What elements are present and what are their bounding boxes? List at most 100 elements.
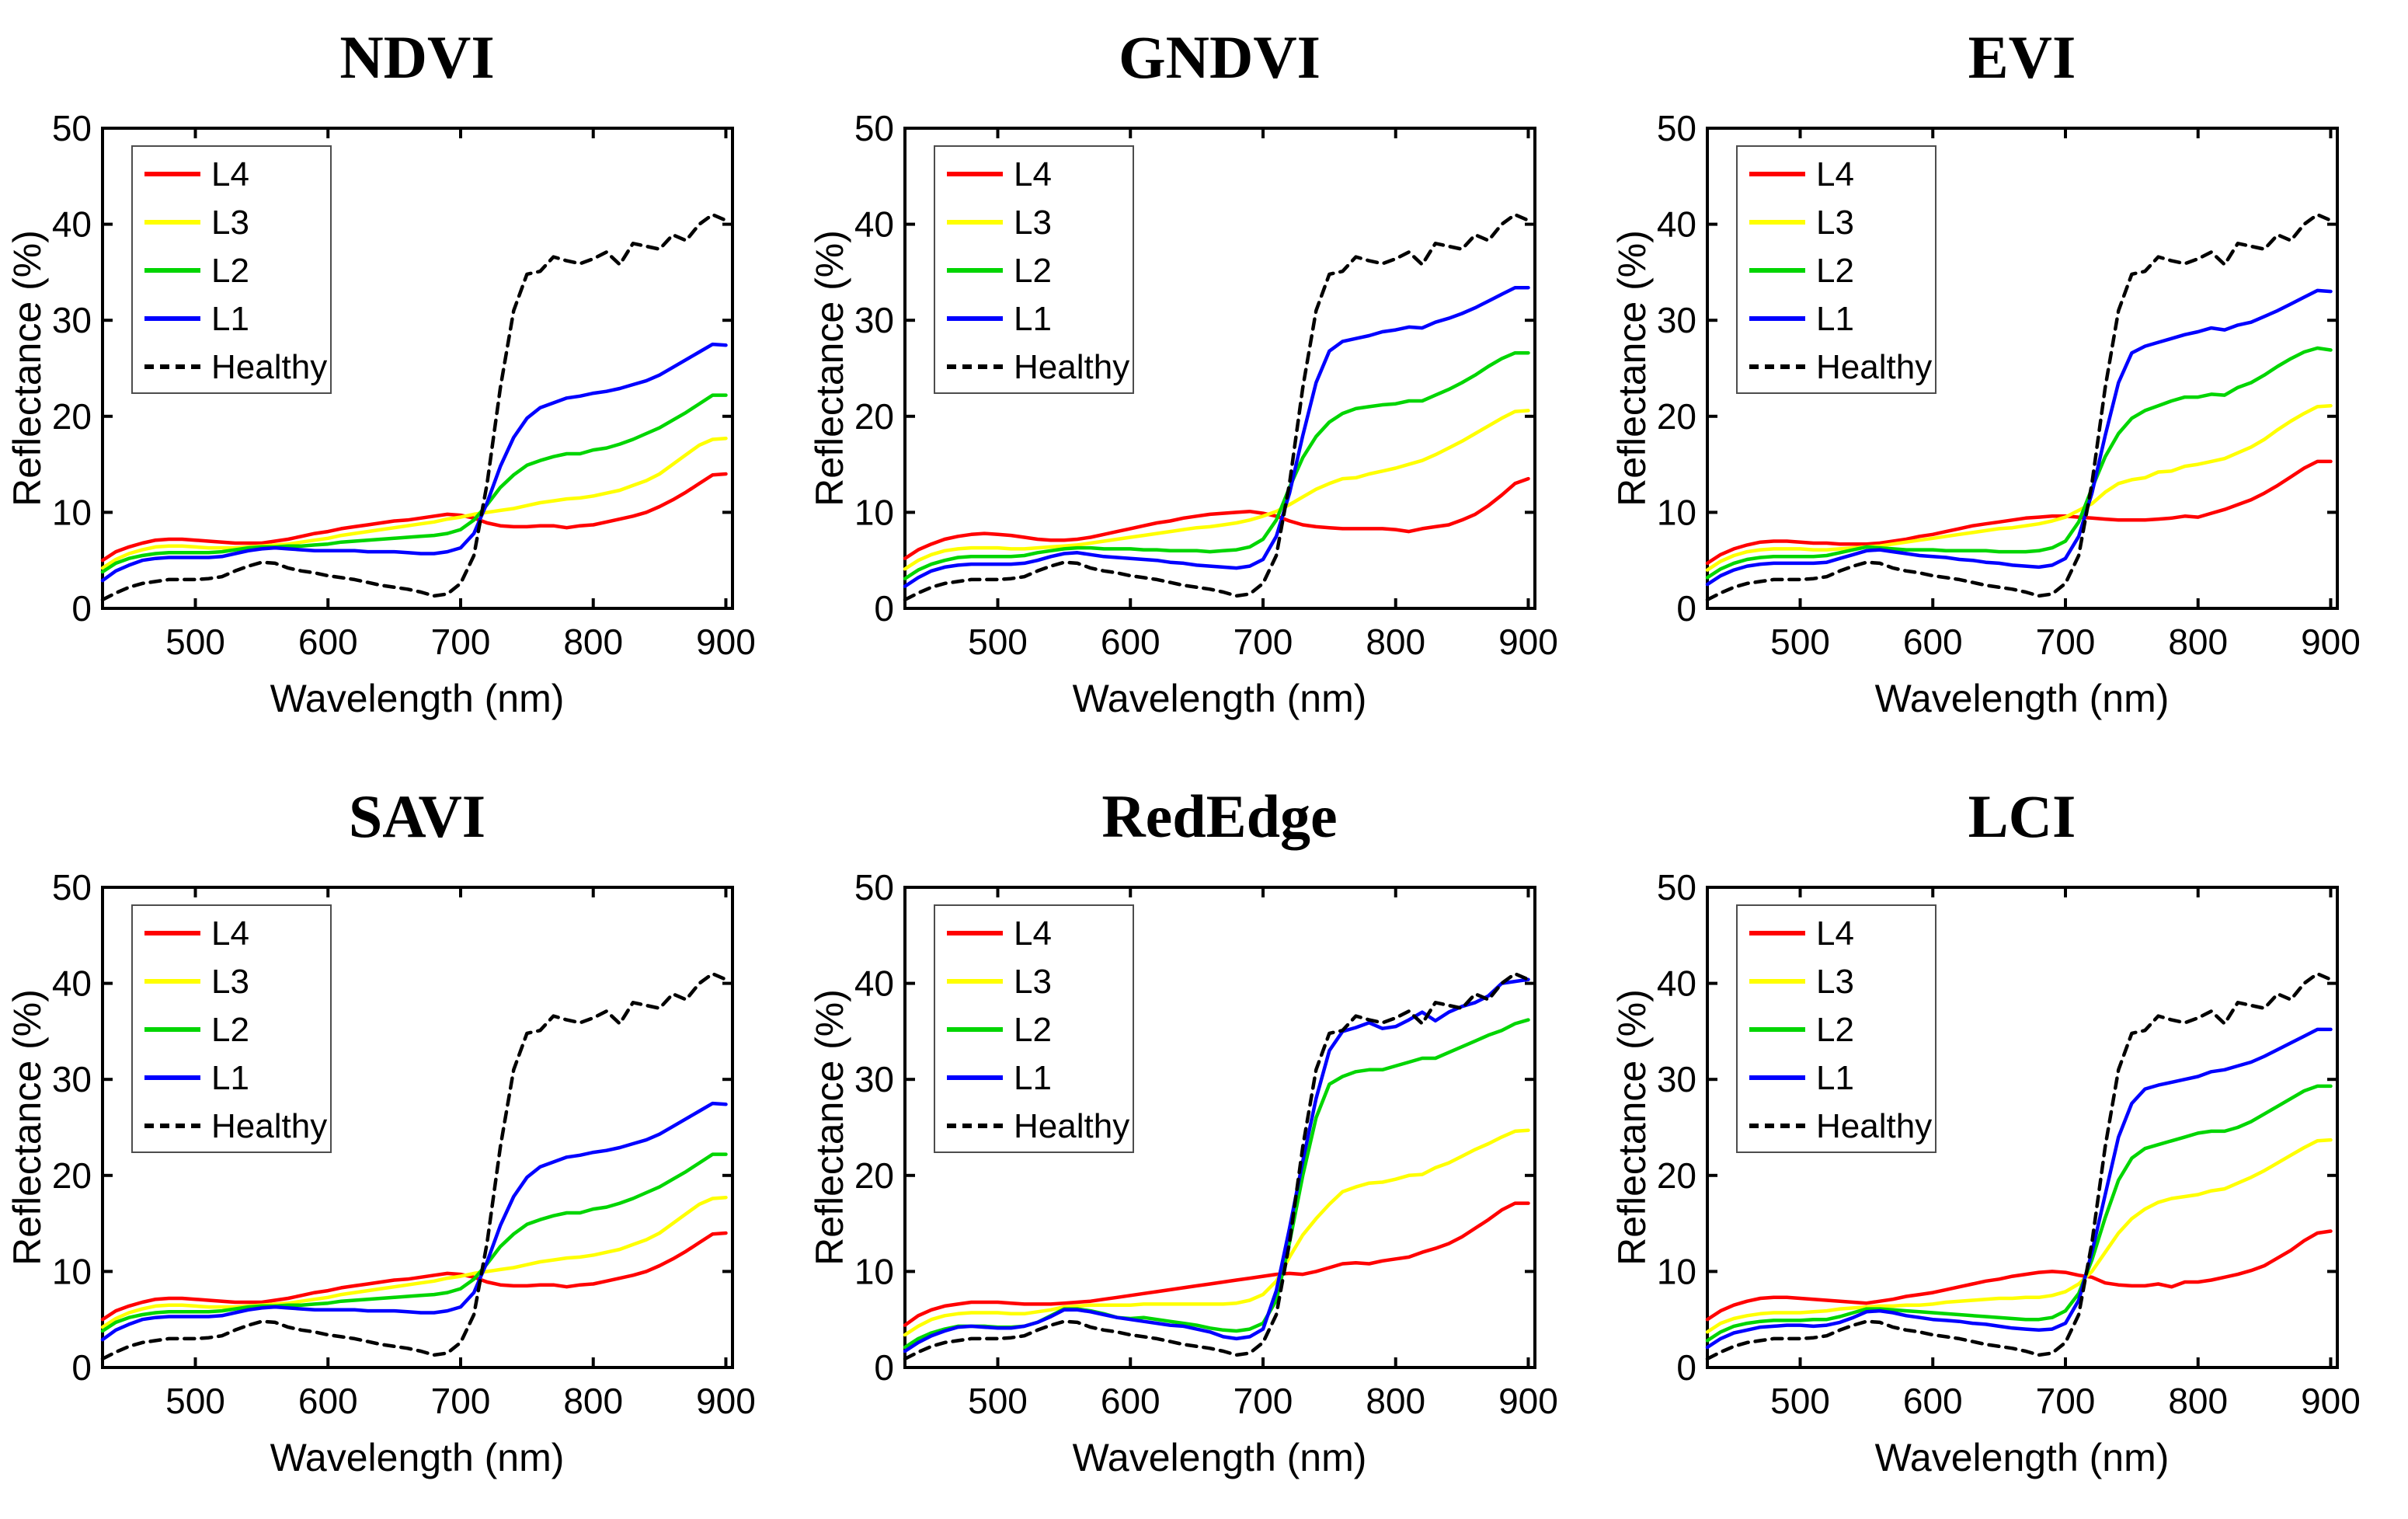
curve-l4 <box>1705 1229 2333 1322</box>
legend: L4 L3 L2 L1 Healthy <box>1736 145 1936 394</box>
curves <box>100 971 728 1361</box>
y-tick-label: 30 <box>52 300 92 340</box>
curve-l1 <box>903 977 1530 1354</box>
y-axis-label: Reflectance (%) <box>1610 989 1654 1266</box>
x-axis-label: Wavelength (nm) <box>1073 1436 1367 1479</box>
y-tick-label: 10 <box>1657 1251 1696 1291</box>
x-axis-label: Wavelength (nm) <box>1073 677 1367 720</box>
subplot-savi: SAVI Wavelength (nm) Reflectance (%) 500… <box>0 759 802 1519</box>
axes: 500 600 700 800 900 0 10 20 30 40 50 <box>52 867 756 1421</box>
curve-l4 <box>100 1231 728 1322</box>
curve-l1 <box>1705 288 2333 587</box>
y-axis-label: Reflectance (%) <box>1610 230 1654 507</box>
legend-label-healthy: Healthy <box>211 348 327 386</box>
curve-l3 <box>100 1195 728 1329</box>
curve-l1 <box>1705 1027 2333 1350</box>
x-tick-label: 700 <box>431 1381 491 1421</box>
subplot-rededge: RedEdge Wavelength (nm) Reflectance (%) … <box>802 759 1605 1519</box>
x-tick-label: 500 <box>968 1381 1028 1421</box>
curve-l2 <box>100 393 728 574</box>
legend-label-l4: L4 <box>1816 155 1854 193</box>
y-axis-label: Reflectance (%) <box>808 230 851 507</box>
y-tick-label: 20 <box>854 1155 894 1196</box>
plot-title: LCI <box>1968 782 2076 850</box>
axes: 500 600 700 800 900 0 10 20 30 40 50 <box>854 108 1558 662</box>
x-axis-label: Wavelength (nm) <box>1875 677 2170 720</box>
plot-frame <box>1706 127 2339 610</box>
y-axis-label: Reflectance (%) <box>5 230 49 507</box>
y-tick-label: 50 <box>52 108 92 148</box>
curve-l1 <box>100 342 728 583</box>
x-tick-label: 500 <box>968 622 1028 662</box>
x-tick-label: 900 <box>696 622 756 662</box>
y-tick-label: 0 <box>1676 588 1696 629</box>
subplot-evi: EVI Wavelength (nm) Reflectance (%) 500 6… <box>1605 0 2407 760</box>
y-tick-label: 40 <box>52 204 92 245</box>
y-tick-label: 20 <box>854 396 894 437</box>
x-tick-label: 700 <box>2036 1381 2096 1421</box>
y-tick-label: 20 <box>1657 1155 1696 1196</box>
y-tick-label: 20 <box>52 396 92 437</box>
legend-label-l2: L2 <box>211 1011 249 1049</box>
legend-label-l1: L1 <box>1816 1059 1854 1097</box>
plot-title: NDVI <box>339 23 494 91</box>
plot-savi: SAVI Wavelength (nm) Reflectance (%) 500… <box>5 782 756 1479</box>
y-tick-label: 10 <box>854 492 894 532</box>
x-tick-label: 600 <box>1101 1381 1161 1421</box>
x-tick-label: 900 <box>2301 1381 2361 1421</box>
plot-ndvi: NDVI Wavelength (nm) Reflectance (%) 500… <box>5 23 756 720</box>
x-tick-label: 500 <box>165 1381 225 1421</box>
x-tick-label: 600 <box>1903 622 1963 662</box>
legend: L4 L3 L2 L1 Healthy <box>1736 904 1936 1153</box>
x-tick-label: 800 <box>2168 1381 2228 1421</box>
plot-evi: EVI Wavelength (nm) Reflectance (%) 500 6… <box>1610 23 2361 720</box>
y-tick-label: 0 <box>71 1347 92 1388</box>
x-tick-label: 800 <box>2168 622 2228 662</box>
y-tick-label: 20 <box>52 1155 92 1196</box>
legend-label-l1: L1 <box>1014 300 1052 338</box>
y-tick-label: 40 <box>52 963 92 1004</box>
x-tick-label: 800 <box>1366 622 1425 662</box>
curve-healthy <box>903 971 1530 1361</box>
curves <box>1705 212 2333 602</box>
curve-healthy <box>100 971 728 1361</box>
axes: 500 600 700 800 900 0 10 20 30 40 50 <box>52 108 756 662</box>
legend-label-l2: L2 <box>1816 252 1854 290</box>
curve-l2 <box>1705 1084 2333 1343</box>
plot-frame <box>903 886 1536 1369</box>
legend-label-l1: L1 <box>1014 1059 1052 1097</box>
y-tick-label: 20 <box>1657 396 1696 437</box>
plot-frame <box>1706 886 2339 1369</box>
y-tick-label: 50 <box>1657 867 1696 908</box>
y-tick-label: 30 <box>52 1059 92 1099</box>
y-tick-label: 40 <box>1657 963 1696 1004</box>
plot-frame <box>101 886 734 1369</box>
curve-l4 <box>903 1201 1530 1327</box>
x-tick-label: 600 <box>1903 1381 1963 1421</box>
legend-label-l2: L2 <box>1014 252 1052 290</box>
legend-label-healthy: Healthy <box>1816 348 1932 386</box>
curves <box>903 212 1530 602</box>
y-tick-label: 10 <box>854 1251 894 1291</box>
y-tick-label: 50 <box>52 867 92 908</box>
axes: 500 600 700 800 900 0 10 20 30 40 50 <box>854 867 1558 1421</box>
x-axis-label: Wavelength (nm) <box>270 677 565 720</box>
x-tick-label: 600 <box>1101 622 1161 662</box>
legend-label-healthy: Healthy <box>1816 1107 1932 1145</box>
subplot-ndvi: NDVI Wavelength (nm) Reflectance (%) 500… <box>0 0 802 760</box>
curve-l2 <box>100 1152 728 1333</box>
x-tick-label: 800 <box>563 622 623 662</box>
x-tick-label: 900 <box>1498 622 1558 662</box>
legend-label-healthy: Healthy <box>1014 1107 1129 1145</box>
curves <box>903 971 1530 1361</box>
legend-label-l4: L4 <box>211 155 249 193</box>
y-tick-label: 30 <box>854 1059 894 1099</box>
y-tick-label: 50 <box>854 867 894 908</box>
x-tick-label: 900 <box>1498 1381 1558 1421</box>
curve-l3 <box>1705 1138 2333 1334</box>
legend-label-l4: L4 <box>1014 915 1052 953</box>
curve-l3 <box>903 1128 1530 1337</box>
x-tick-label: 700 <box>1234 622 1293 662</box>
legend: L4 L3 L2 L1 Healthy <box>934 904 1134 1153</box>
curve-healthy <box>1705 212 2333 602</box>
